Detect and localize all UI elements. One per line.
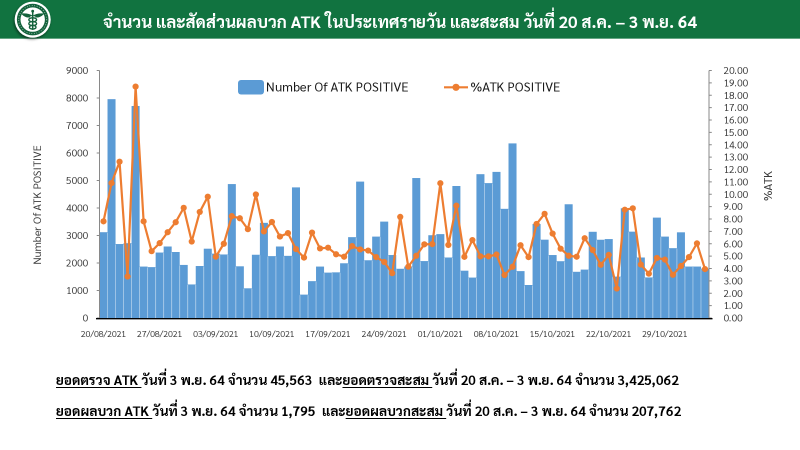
- svg-text:17/09/2021: 17/09/2021: [305, 329, 350, 340]
- svg-text:5000: 5000: [66, 174, 88, 187]
- svg-text:9.00: 9.00: [724, 200, 743, 213]
- svg-text:0: 0: [83, 312, 89, 325]
- svg-text:2.00: 2.00: [724, 287, 743, 300]
- svg-text:6000: 6000: [66, 147, 88, 160]
- svg-text:4000: 4000: [66, 202, 88, 215]
- svg-text:1000: 1000: [66, 284, 88, 297]
- svg-text:22/10/2021: 22/10/2021: [586, 329, 631, 340]
- svg-text:17.00: 17.00: [724, 101, 749, 114]
- svg-text:20/08/2021: 20/08/2021: [81, 329, 126, 340]
- svg-text:1.00: 1.00: [724, 299, 743, 312]
- svg-text:%ATK POSITIVE: %ATK POSITIVE: [471, 79, 561, 96]
- svg-text:03/09/2021: 03/09/2021: [193, 329, 238, 340]
- svg-text:24/09/2021: 24/09/2021: [361, 329, 406, 340]
- svg-text:5.00: 5.00: [724, 250, 743, 263]
- svg-text:29/10/2021: 29/10/2021: [642, 329, 687, 340]
- svg-text:12.00: 12.00: [724, 163, 749, 176]
- svg-text:4.00: 4.00: [724, 262, 743, 275]
- svg-text:15.00: 15.00: [724, 126, 749, 139]
- svg-text:27/08/2021: 27/08/2021: [137, 329, 182, 340]
- svg-text:7.00: 7.00: [724, 225, 743, 238]
- svg-text:2000: 2000: [66, 257, 88, 270]
- svg-text:0.00: 0.00: [724, 312, 743, 325]
- svg-text:14.00: 14.00: [724, 138, 749, 151]
- svg-text:8000: 8000: [66, 92, 88, 105]
- svg-text:3.00: 3.00: [724, 274, 743, 287]
- svg-text:8.00: 8.00: [724, 213, 743, 226]
- svg-text:15/10/2021: 15/10/2021: [530, 329, 575, 340]
- svg-text:7000: 7000: [66, 119, 88, 132]
- svg-text:6.00: 6.00: [724, 237, 743, 250]
- svg-text:19.00: 19.00: [724, 76, 749, 89]
- svg-text:%ATK: %ATK: [760, 171, 775, 201]
- svg-text:10/09/2021: 10/09/2021: [249, 329, 294, 340]
- svg-text:Number Of ATK POSITIVE: Number Of ATK POSITIVE: [29, 145, 44, 264]
- svg-text:20.00: 20.00: [724, 64, 749, 77]
- svg-text:11.00: 11.00: [724, 175, 749, 188]
- svg-text:16.00: 16.00: [724, 114, 749, 127]
- svg-text:Number Of ATK POSITIVE: Number Of ATK POSITIVE: [266, 79, 409, 96]
- svg-text:9000: 9000: [66, 64, 88, 77]
- svg-text:3000: 3000: [66, 229, 88, 242]
- svg-text:01/10/2021: 01/10/2021: [418, 329, 463, 340]
- svg-text:10.00: 10.00: [724, 188, 749, 201]
- svg-text:13.00: 13.00: [724, 151, 749, 164]
- svg-text:08/10/2021: 08/10/2021: [474, 329, 519, 340]
- svg-text:18.00: 18.00: [724, 89, 749, 102]
